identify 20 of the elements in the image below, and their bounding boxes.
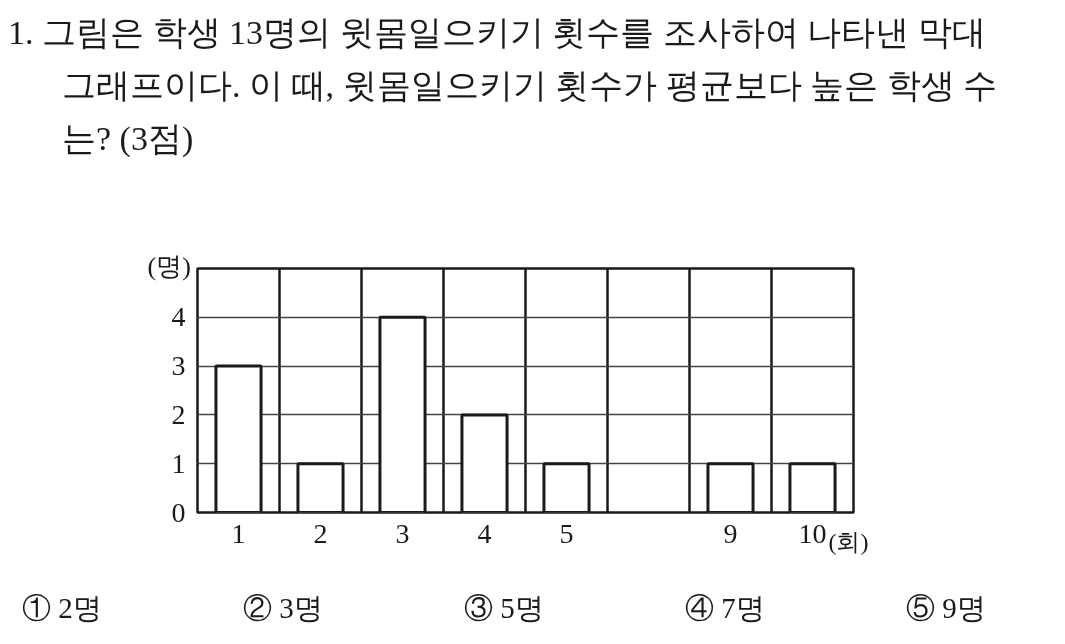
x-axis-title: (회) (828, 529, 869, 555)
text: ⑤ 9명 (906, 591, 986, 626)
x-tick-label: 1 (231, 517, 246, 549)
text: ① 2명 (22, 591, 103, 626)
y-tick-label: 2 (171, 398, 186, 430)
x-tick-label: 9 (723, 517, 738, 549)
text: ④ 7명 (685, 591, 766, 626)
x-tick-label: 4 (477, 517, 492, 549)
y-tick-label: 1 (171, 447, 186, 479)
y-tick-label: 4 (171, 301, 186, 333)
y-tick-label: 0 (171, 496, 186, 528)
x-tick-label: 5 (559, 517, 574, 549)
x-tick-label: 10 (798, 517, 827, 549)
chart-title: 1. 그림은 학생 13명의 윗몸일으키기 횟수를 조사하여 나타낸 막대 그래프이다. 이 때, 윗몸일으키기 횟수가 평균보다 높은 학생 수는? (3점) (7, 13, 998, 159)
y-axis-title: (명) (147, 251, 191, 281)
x-tick-label: 3 (395, 517, 410, 549)
y-tick-label: 3 (171, 350, 186, 382)
x-tick-label: 2 (313, 517, 328, 549)
text: ③ 5명 (464, 591, 545, 626)
text: ② 3명 (243, 591, 324, 626)
